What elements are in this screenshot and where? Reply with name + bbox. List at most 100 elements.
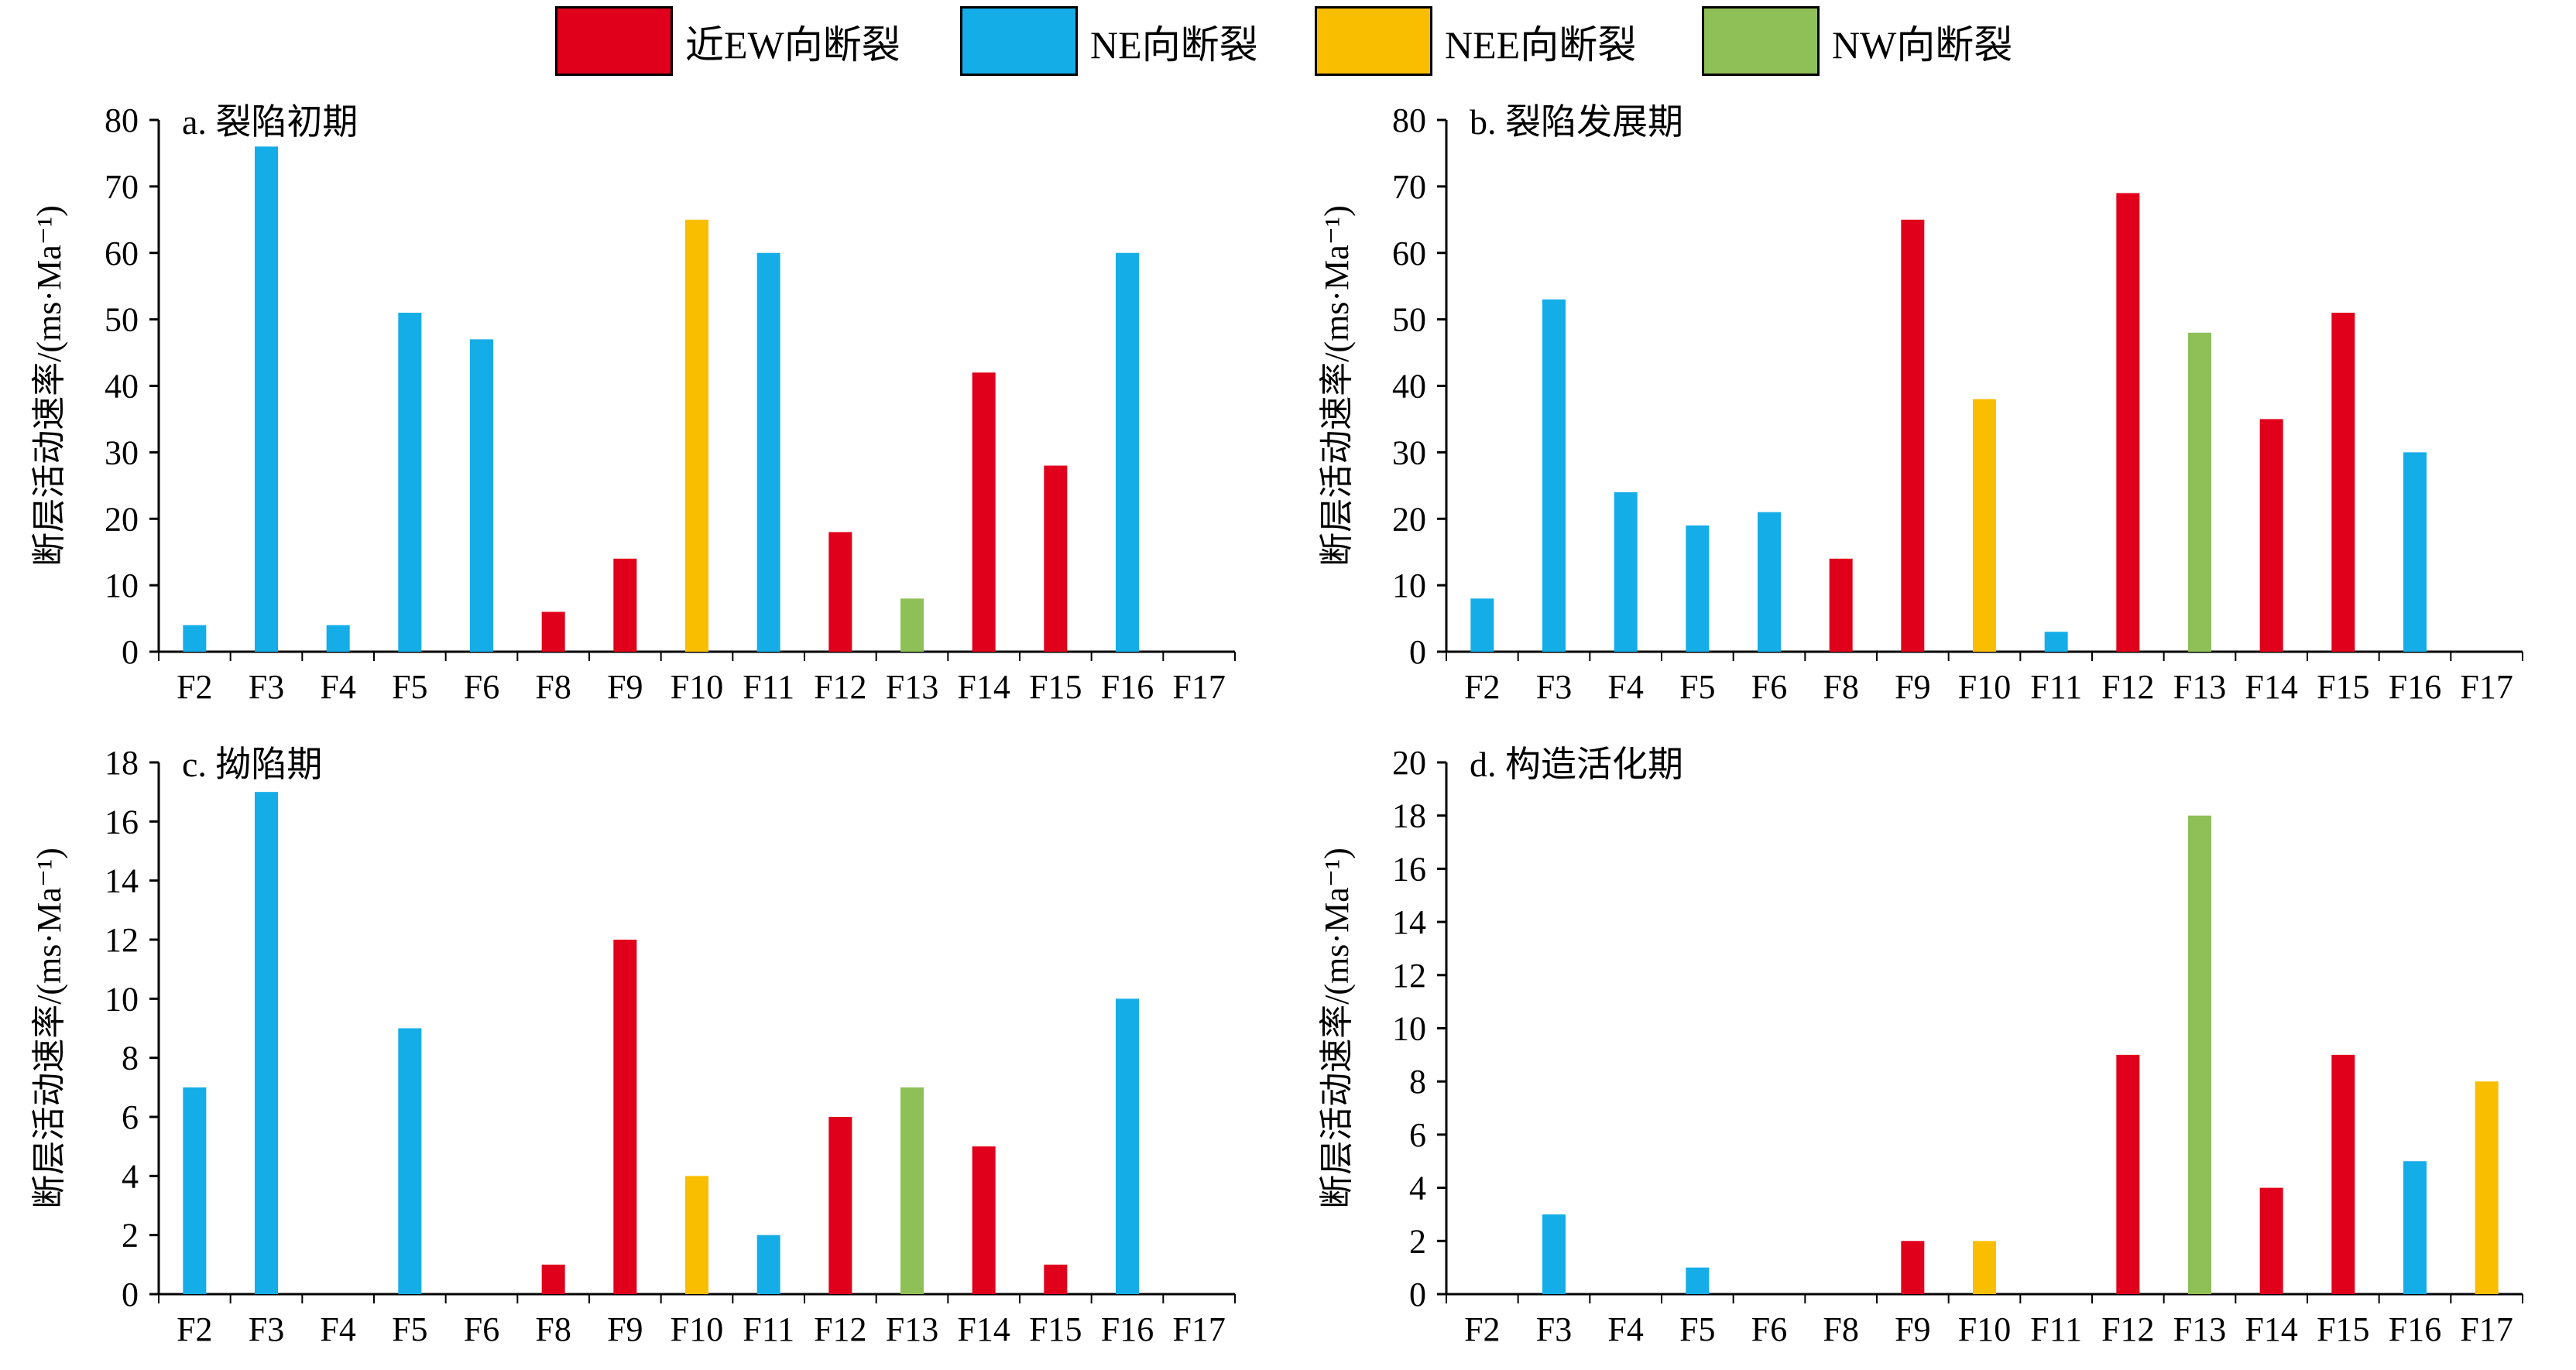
x-tick-label: F2 [177, 1310, 212, 1348]
y-tick-label: 60 [105, 235, 139, 272]
legend-label-ne: NE向断裂 [1090, 23, 1258, 67]
bar-f9 [1901, 1241, 1925, 1294]
bar-f4 [1614, 491, 1638, 652]
bar-f3 [255, 792, 278, 1294]
x-tick-label: F15 [2317, 668, 2369, 706]
x-tick-label: F2 [1464, 668, 1500, 706]
y-tick-label: 16 [105, 803, 139, 841]
x-tick-label: F4 [320, 1310, 355, 1348]
x-tick-label: F11 [743, 1310, 794, 1348]
x-tick-label: F16 [2389, 1310, 2441, 1348]
x-tick-label: F9 [607, 668, 643, 706]
bar-f5 [398, 313, 422, 652]
x-tick-label: F12 [814, 1310, 866, 1348]
x-tick-label: F5 [392, 1310, 427, 1348]
bar-f15 [1044, 1264, 1068, 1294]
bar-f11 [2044, 632, 2068, 652]
y-tick-label: 20 [1392, 744, 1426, 782]
y-tick-label: 12 [1392, 957, 1426, 995]
bar-f6 [470, 339, 493, 652]
bar-f11 [756, 1235, 780, 1294]
bar-f16 [1116, 252, 1139, 652]
bar-f10 [685, 219, 708, 652]
x-tick-label: F13 [886, 1310, 938, 1348]
y-tick-label: 0 [1409, 1276, 1426, 1313]
bar-f2 [183, 1087, 207, 1294]
y-tick-label: 0 [122, 1276, 139, 1313]
bar-f2 [1470, 598, 1494, 652]
y-tick-label: 4 [1409, 1170, 1426, 1207]
bar-f16 [1116, 998, 1139, 1294]
bar-f12 [2116, 1054, 2140, 1294]
y-tick-label: 50 [105, 301, 139, 339]
bar-f3 [255, 146, 278, 652]
panel-title: c. 拗陷期 [182, 745, 322, 784]
y-tick-label: 20 [1392, 500, 1426, 538]
x-tick-label: F8 [1823, 668, 1858, 706]
bar-f3 [1542, 299, 1566, 652]
bar-f12 [828, 532, 852, 652]
chart-legend: 近EW向断裂 NE向断裂 NEE向断裂 NW向断裂 [0, 0, 2576, 85]
y-tick-label: 8 [1409, 1063, 1426, 1101]
legend-swatch-ne [960, 6, 1078, 76]
y-tick-label: 18 [1392, 797, 1426, 835]
x-tick-label: F13 [2173, 668, 2226, 706]
x-tick-label: F16 [1101, 1310, 1154, 1348]
bar-f9 [613, 940, 637, 1294]
x-tick-label: F11 [743, 668, 794, 706]
x-tick-label: F9 [607, 1310, 643, 1348]
y-tick-label: 40 [105, 368, 139, 406]
bar-f14 [2259, 1187, 2283, 1294]
x-tick-label: F4 [1607, 668, 1643, 706]
x-tick-label: F14 [957, 1310, 1010, 1348]
bar-f15 [2331, 1054, 2355, 1294]
bar-f16 [2403, 452, 2427, 652]
bar-f14 [2259, 419, 2283, 652]
panel-title: b. 裂陷发展期 [1470, 102, 1683, 142]
x-tick-label: F17 [1172, 668, 1225, 706]
bar-f15 [2331, 313, 2355, 652]
y-tick-label: 6 [122, 1098, 139, 1136]
x-tick-label: F4 [1607, 1310, 1643, 1348]
x-tick-label: F11 [2030, 668, 2082, 706]
x-tick-label: F17 [2460, 668, 2513, 706]
y-axis-label: 断层活动速率/(ms·Ma⁻¹) [30, 848, 68, 1209]
bar-f11 [756, 252, 780, 652]
legend-swatch-nee [1315, 6, 1432, 76]
y-tick-label: 20 [105, 500, 139, 538]
y-tick-label: 14 [1392, 903, 1426, 941]
x-tick-label: F12 [2101, 1310, 2154, 1348]
y-tick-label: 18 [105, 744, 139, 782]
y-tick-label: 80 [1392, 101, 1426, 139]
legend-swatch-nw [1702, 6, 1820, 76]
bar-f12 [2116, 193, 2140, 652]
x-tick-label: F8 [535, 668, 571, 706]
y-tick-label: 60 [1392, 235, 1426, 272]
x-tick-label: F2 [1464, 1310, 1500, 1348]
x-tick-label: F6 [464, 668, 499, 706]
x-tick-label: F16 [1101, 668, 1154, 706]
chart-panel-d: 0 2 4 6 8 10 12 14 16 18 20 F2 F3 F4 F5 F6 F8 F9 F10 F11 F12… [1288, 728, 2575, 1370]
x-tick-label: F10 [1958, 668, 2011, 706]
y-axis-label: 断层活动速率/(ms·Ma⁻¹) [1318, 848, 1356, 1209]
x-tick-label: F11 [2030, 1310, 2082, 1348]
x-tick-label: F8 [1823, 1310, 1858, 1348]
x-tick-label: F6 [1751, 668, 1787, 706]
x-tick-label: F15 [1029, 1310, 1082, 1348]
y-tick-label: 8 [122, 1039, 139, 1077]
x-tick-label: F10 [1958, 1310, 2011, 1348]
bar-f13 [900, 598, 924, 652]
bar-f15 [1044, 465, 1068, 652]
x-tick-label: F16 [2389, 668, 2441, 706]
y-tick-label: 6 [1409, 1116, 1426, 1154]
x-tick-label: F13 [886, 668, 938, 706]
chart-panel-b: 0 10 20 30 40 50 60 70 80 F2 F3 F4 F5 F6 F8 F9 F10 F11 F12… [1288, 85, 2575, 728]
x-tick-label: F5 [1679, 668, 1715, 706]
y-tick-label: 30 [105, 433, 139, 471]
legend-label-nw: NW向断裂 [1832, 23, 2013, 67]
bar-f17 [2475, 1081, 2499, 1294]
y-tick-label: 30 [1392, 433, 1426, 471]
x-tick-label: F6 [464, 1310, 499, 1348]
y-tick-label: 70 [1392, 168, 1426, 206]
x-tick-label: F3 [1536, 668, 1572, 706]
